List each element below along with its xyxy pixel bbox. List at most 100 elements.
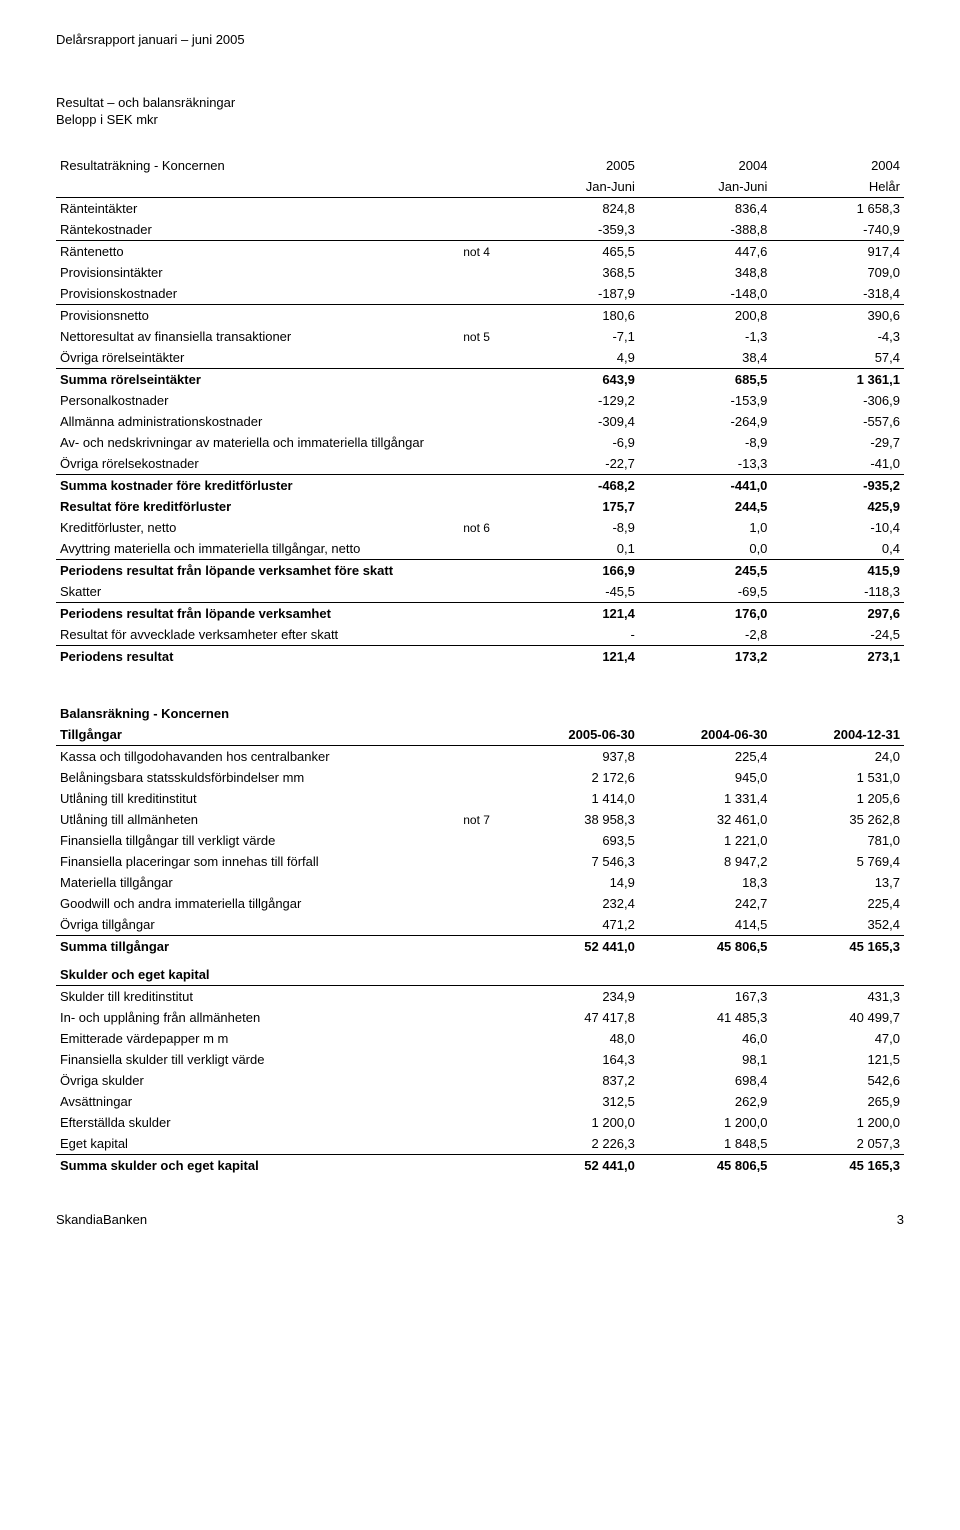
row-value: 0,0 (639, 538, 772, 560)
row-label: Övriga rörelsekostnader (56, 453, 447, 475)
row-label: Materiella tillgångar (56, 872, 447, 893)
income-title: Resultaträkning - Koncernen (56, 155, 447, 176)
row-value: 166,9 (506, 560, 639, 582)
row-value: 2 226,3 (506, 1133, 639, 1155)
income-row: Övriga rörelseintäkter4,938,457,4 (56, 347, 904, 369)
row-label: Nettoresultat av finansiella transaktion… (56, 326, 447, 347)
income-row: Avyttring materiella och immateriella ti… (56, 538, 904, 560)
row-label: Utlåning till kreditinstitut (56, 788, 447, 809)
row-value: - (506, 624, 639, 646)
row-label: Skulder till kreditinstitut (56, 986, 447, 1008)
row-value: 45 165,3 (771, 1155, 904, 1177)
income-row: Periodens resultat121,4173,2273,1 (56, 646, 904, 668)
footer-left: SkandiaBanken (56, 1212, 147, 1227)
row-value: 709,0 (771, 262, 904, 283)
row-label: Summa skulder och eget kapital (56, 1155, 447, 1177)
row-value: 18,3 (639, 872, 772, 893)
row-value: 180,6 (506, 305, 639, 327)
row-value: 24,0 (771, 746, 904, 768)
liability-row: Övriga skulder 837,2698,4542,6 (56, 1070, 904, 1091)
row-value: -359,3 (506, 219, 639, 241)
row-value: 52 441,0 (506, 936, 639, 958)
row-note (447, 986, 506, 1008)
row-value: 425,9 (771, 496, 904, 517)
row-value: 234,9 (506, 986, 639, 1008)
row-note (447, 432, 506, 453)
row-value: 542,6 (771, 1070, 904, 1091)
row-value: -41,0 (771, 453, 904, 475)
row-value: 698,4 (639, 1070, 772, 1091)
row-value: 471,2 (506, 914, 639, 936)
row-value: 164,3 (506, 1049, 639, 1070)
row-label: Räntenetto (56, 241, 447, 263)
row-label: Kassa och tillgodohavanden hos centralba… (56, 746, 447, 768)
row-label: Övriga skulder (56, 1070, 447, 1091)
income-row: Summa rörelseintäkter643,9685,51 361,1 (56, 369, 904, 391)
row-note: not 4 (447, 241, 506, 263)
row-value: -69,5 (639, 581, 772, 603)
row-value: 45 806,5 (639, 1155, 772, 1177)
income-row: Övriga rörelsekostnader-22,7-13,3-41,0 (56, 453, 904, 475)
row-value: 7 546,3 (506, 851, 639, 872)
row-value: 0,4 (771, 538, 904, 560)
row-value: -24,5 (771, 624, 904, 646)
row-value: 57,4 (771, 347, 904, 369)
footer-right: 3 (897, 1212, 904, 1227)
row-value: 1 200,0 (506, 1112, 639, 1133)
row-note (447, 475, 506, 497)
row-note (447, 1007, 506, 1028)
row-value: 40 499,7 (771, 1007, 904, 1028)
row-value: 32 461,0 (639, 809, 772, 830)
page-footer: SkandiaBanken 3 (56, 1212, 904, 1227)
row-note (447, 872, 506, 893)
asset-row: Summa tillgångar52 441,045 806,545 165,3 (56, 936, 904, 958)
row-note (447, 1070, 506, 1091)
income-row: Ränteintäkter824,8836,41 658,3 (56, 198, 904, 220)
row-label: Eget kapital (56, 1133, 447, 1155)
row-label: Av- och nedskrivningar av materiella och… (56, 432, 447, 453)
assets-label: Tillgångar (56, 724, 447, 746)
row-value: 837,2 (506, 1070, 639, 1091)
income-row: Nettoresultat av finansiella transaktion… (56, 326, 904, 347)
row-value: 48,0 (506, 1028, 639, 1049)
row-value: 643,9 (506, 369, 639, 391)
income-row: Av- och nedskrivningar av materiella och… (56, 432, 904, 453)
row-value: 14,9 (506, 872, 639, 893)
asset-row: Utlåning till kreditinstitut1 414,01 331… (56, 788, 904, 809)
section-title: Resultat – och balansräkningar (56, 95, 904, 110)
row-note (447, 1155, 506, 1177)
row-value: 1,0 (639, 517, 772, 538)
row-note (447, 746, 506, 768)
row-value: 1 200,0 (771, 1112, 904, 1133)
income-row: Summa kostnader före kreditförluster-468… (56, 475, 904, 497)
row-label: Efterställda skulder (56, 1112, 447, 1133)
income-row: Personalkostnader-129,2-153,9-306,9 (56, 390, 904, 411)
row-note (447, 453, 506, 475)
row-label: Övriga tillgångar (56, 914, 447, 936)
row-value: -153,9 (639, 390, 772, 411)
row-value: 390,6 (771, 305, 904, 327)
row-value: 465,5 (506, 241, 639, 263)
row-note (447, 198, 506, 220)
row-value: 38,4 (639, 347, 772, 369)
row-label: Provisionskostnader (56, 283, 447, 305)
row-value: 937,8 (506, 746, 639, 768)
row-value: 47 417,8 (506, 1007, 639, 1028)
asset-row: Goodwill och andra immateriella tillgång… (56, 893, 904, 914)
row-label: Belåningsbara statsskuldsförbindelser mm (56, 767, 447, 788)
income-row: Kreditförluster, nettonot 6-8,91,0-10,4 (56, 517, 904, 538)
bal-date-1: 2004-06-30 (639, 724, 772, 746)
row-note (447, 624, 506, 646)
row-label: Periodens resultat (56, 646, 447, 668)
row-note: not 6 (447, 517, 506, 538)
row-value: 121,5 (771, 1049, 904, 1070)
row-value: 917,4 (771, 241, 904, 263)
row-value: -6,9 (506, 432, 639, 453)
row-note (447, 369, 506, 391)
row-value: 4,9 (506, 347, 639, 369)
liabilities-label: Skulder och eget kapital (56, 957, 447, 986)
row-note (447, 914, 506, 936)
row-value: 5 769,4 (771, 851, 904, 872)
balance-title: Balansräkning - Koncernen (56, 703, 447, 724)
row-note (447, 767, 506, 788)
